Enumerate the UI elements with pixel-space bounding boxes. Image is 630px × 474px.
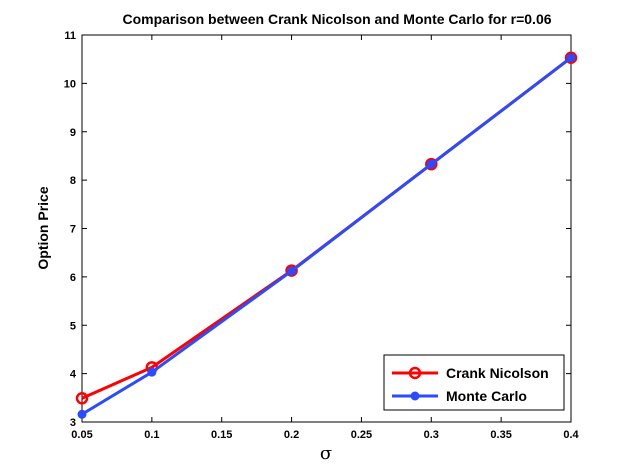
y-tick-label: 10: [64, 78, 76, 90]
y-tick-label: 5: [70, 320, 76, 332]
legend-marker: [408, 366, 422, 380]
chart-title: Comparison between Crank Nicolson and Mo…: [122, 11, 551, 27]
x-tick-label: 0.35: [490, 429, 511, 441]
axis-ticks: 0.05 0.1 0.15 0.2 0.25 0.3 0.35 0.4 3 4 5 6 7 8 9 10 11: [64, 30, 580, 441]
legend-item-1: Monte Carlo: [392, 388, 527, 404]
data-point: [75, 392, 89, 405]
legend-marker: [410, 391, 420, 401]
data-point: [564, 51, 578, 64]
data-point: [285, 264, 298, 277]
x-tick-label: 0.4: [563, 429, 579, 441]
data-point: [425, 157, 438, 171]
legend-label: Monte Carlo: [446, 388, 527, 404]
x-tick-label: 0.25: [351, 429, 372, 441]
x-tick-label: 0.1: [144, 429, 159, 441]
legend: Crank Nicolson Monte Carlo: [383, 354, 565, 411]
data-point: [566, 53, 576, 63]
x-tick-label: 0.05: [71, 429, 92, 441]
data-point: [287, 266, 297, 276]
y-tick-label: 4: [70, 369, 77, 381]
x-tick-label: 0.15: [211, 429, 232, 441]
y-tick-label: 7: [70, 224, 76, 236]
y-tick-label: 8: [70, 175, 76, 187]
y-axis-label: Option Price: [35, 186, 51, 269]
y-tick-label: 11: [64, 30, 76, 42]
y-tick-label: 9: [70, 127, 76, 139]
series-layer: [75, 51, 578, 419]
data-point: [77, 409, 87, 419]
y-tick-label: 3: [70, 417, 76, 429]
y-tick-label: 6: [70, 272, 76, 284]
data-point: [426, 159, 436, 169]
x-tick-label: 0.3: [424, 429, 439, 441]
x-tick-label: 0.2: [284, 429, 299, 441]
legend-item-0: Crank Nicolson: [392, 365, 549, 381]
data-point: [147, 367, 157, 377]
series-1: [77, 53, 576, 419]
legend-label: Crank Nicolson: [446, 365, 549, 381]
legend-box: [383, 354, 565, 411]
x-axis-label: σ: [320, 443, 332, 464]
